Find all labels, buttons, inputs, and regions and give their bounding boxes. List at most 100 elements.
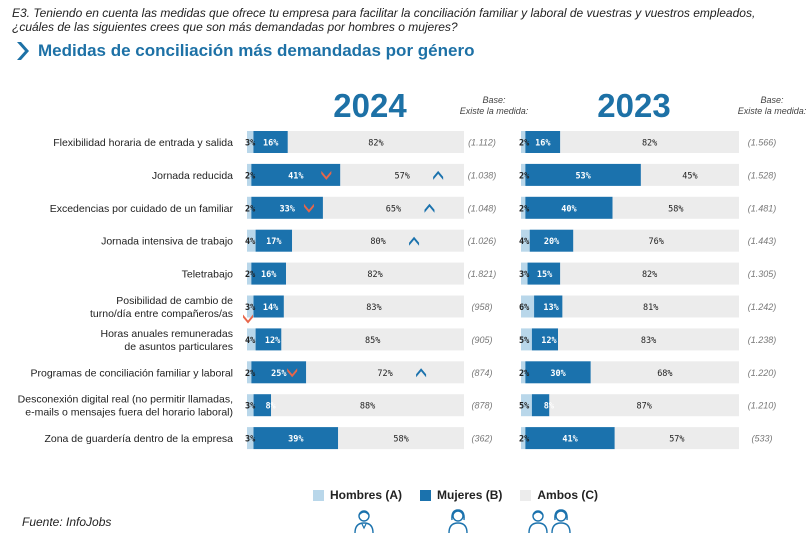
data-label-ambos: 82%: [642, 139, 657, 149]
legend-item-mujeres: Mujeres (B): [420, 488, 502, 502]
bar-segment-hombres: [247, 427, 254, 450]
data-label-hombres: 6%: [519, 303, 530, 313]
significance-down-arrow-icon: [243, 314, 253, 324]
bar-segment-mujeres: [525, 361, 591, 384]
base-count: (1.112): [468, 138, 496, 148]
category-label: Zona de guardería dentro de la empresa: [44, 433, 233, 445]
base-header-label: Base:: [482, 95, 506, 105]
subtitle-row: Medidas de conciliación más demandadas p…: [12, 40, 474, 62]
bar-segment-mujeres: [251, 262, 287, 285]
data-label-hombres: 2%: [245, 204, 256, 214]
bar-segment-ambos: [281, 328, 464, 351]
bar-segment-mujeres: [525, 131, 561, 153]
bar-segment-ambos: [292, 229, 464, 252]
data-label-mujeres: 41%: [288, 171, 304, 181]
bar-segment-ambos: [322, 196, 464, 219]
bar-segment-ambos: [590, 361, 739, 384]
bar-segment-hombres: [247, 196, 252, 219]
data-label-hombres: 2%: [519, 435, 530, 445]
legend-swatch-mujeres: [420, 489, 432, 501]
base-header-label: Existe la medida:: [460, 106, 529, 116]
data-label-hombres: 5%: [519, 336, 530, 346]
significance-up-arrow-icon: [433, 170, 444, 180]
base-count: (1.238): [748, 335, 777, 345]
bar-segment-ambos: [283, 295, 464, 318]
data-label-mujeres: 33%: [279, 204, 295, 214]
panel-year-title: 2024: [333, 87, 407, 124]
bar-segment-ambos: [549, 394, 739, 417]
data-label-hombres: 3%: [245, 435, 256, 445]
base-header-label: Existe la medida:: [738, 106, 807, 116]
data-label-hombres: 2%: [519, 204, 530, 214]
data-label-mujeres: 41%: [562, 435, 578, 445]
base-count: (1.305): [748, 269, 777, 279]
category-label: Desconexión digital real (no permitir ll…: [18, 394, 233, 406]
bar-segment-hombres: [521, 361, 526, 384]
bar-segment-ambos: [640, 163, 739, 186]
base-count: (1.038): [468, 170, 497, 180]
significance-up-arrow-icon: [416, 368, 427, 378]
data-label-mujeres: 20%: [544, 237, 560, 247]
data-label-ambos: 72%: [377, 369, 392, 379]
data-label-mujeres: 40%: [561, 204, 577, 214]
data-label-ambos: 85%: [365, 336, 380, 346]
category-label: e-mails o mensajes fuera del horario lab…: [25, 407, 233, 419]
bar-segment-mujeres: [255, 328, 282, 351]
base-count: (958): [471, 302, 492, 312]
bar-segment-ambos: [560, 131, 739, 153]
data-label-mujeres: 16%: [261, 270, 277, 280]
question-line-2: ¿cuáles de las siguientes crees que son …: [12, 20, 458, 34]
data-label-mujeres: 16%: [263, 139, 279, 149]
legend-label-hombres: Hombres (A): [330, 488, 403, 502]
bar-segment-mujeres: [525, 163, 641, 186]
base-count: (1.242): [748, 302, 777, 312]
base-count: (905): [471, 335, 492, 345]
bar-segment-ambos: [614, 427, 739, 450]
data-label-ambos: 82%: [367, 270, 382, 280]
significance-down-arrow-icon: [303, 203, 314, 213]
bar-segment-mujeres: [534, 295, 563, 318]
category-label: Horas anuales remuneradas: [101, 328, 234, 340]
chevron-right-icon: [17, 42, 29, 60]
panel-year-title: 2023: [597, 87, 670, 124]
data-label-mujeres: 17%: [266, 237, 282, 247]
bar-segment-mujeres: [527, 262, 561, 285]
base-count: (1.210): [748, 401, 777, 411]
bar-segment-mujeres: [255, 229, 293, 252]
category-label: Jornada reducida: [152, 170, 233, 182]
data-label-ambos: 68%: [657, 369, 672, 379]
significance-down-arrow-icon: [321, 170, 332, 180]
category-label: Posibilidad de cambio de: [116, 295, 233, 307]
bar-segment-ambos: [340, 163, 464, 186]
bar-segment-mujeres: [531, 394, 550, 417]
bar-segment-ambos: [558, 328, 739, 351]
data-label-ambos: 65%: [386, 204, 401, 214]
data-label-ambos: 87%: [636, 402, 651, 412]
data-label-mujeres: 14%: [263, 303, 279, 313]
bar-segment-mujeres: [253, 131, 288, 153]
data-label-ambos: 58%: [668, 204, 683, 214]
data-label-mujeres: 15%: [537, 270, 553, 280]
bar-segment-mujeres: [525, 427, 615, 450]
legend-label-mujeres: Mujeres (B): [437, 488, 503, 502]
data-label-hombres: 2%: [245, 171, 256, 181]
data-label-hombres: 3%: [245, 402, 256, 412]
data-label-hombres: 5%: [519, 402, 530, 412]
bar-segment-hombres: [247, 131, 254, 153]
category-label: de asuntos particulares: [124, 341, 233, 353]
data-label-mujeres: 30%: [550, 369, 566, 379]
bar-segment-hombres: [521, 131, 526, 153]
bar-segment-hombres: [521, 196, 526, 219]
base-count: (533): [751, 434, 772, 444]
question-text: E3. Teniendo en cuenta las medidas que o…: [12, 6, 802, 34]
bar-segment-mujeres: [525, 196, 613, 219]
bar-segment-hombres: [247, 262, 252, 285]
base-count: (362): [471, 434, 492, 444]
bar-segment-hombres: [247, 229, 256, 252]
category-label: Teletrabajo: [182, 269, 234, 281]
bar-segment-ambos: [286, 262, 464, 285]
category-label: Excedencias por cuidado de un familiar: [50, 203, 234, 215]
legend-item-ambos: Ambos (C): [520, 488, 598, 502]
bar-segment-mujeres: [251, 196, 323, 219]
data-label-hombres: 4%: [245, 336, 256, 346]
